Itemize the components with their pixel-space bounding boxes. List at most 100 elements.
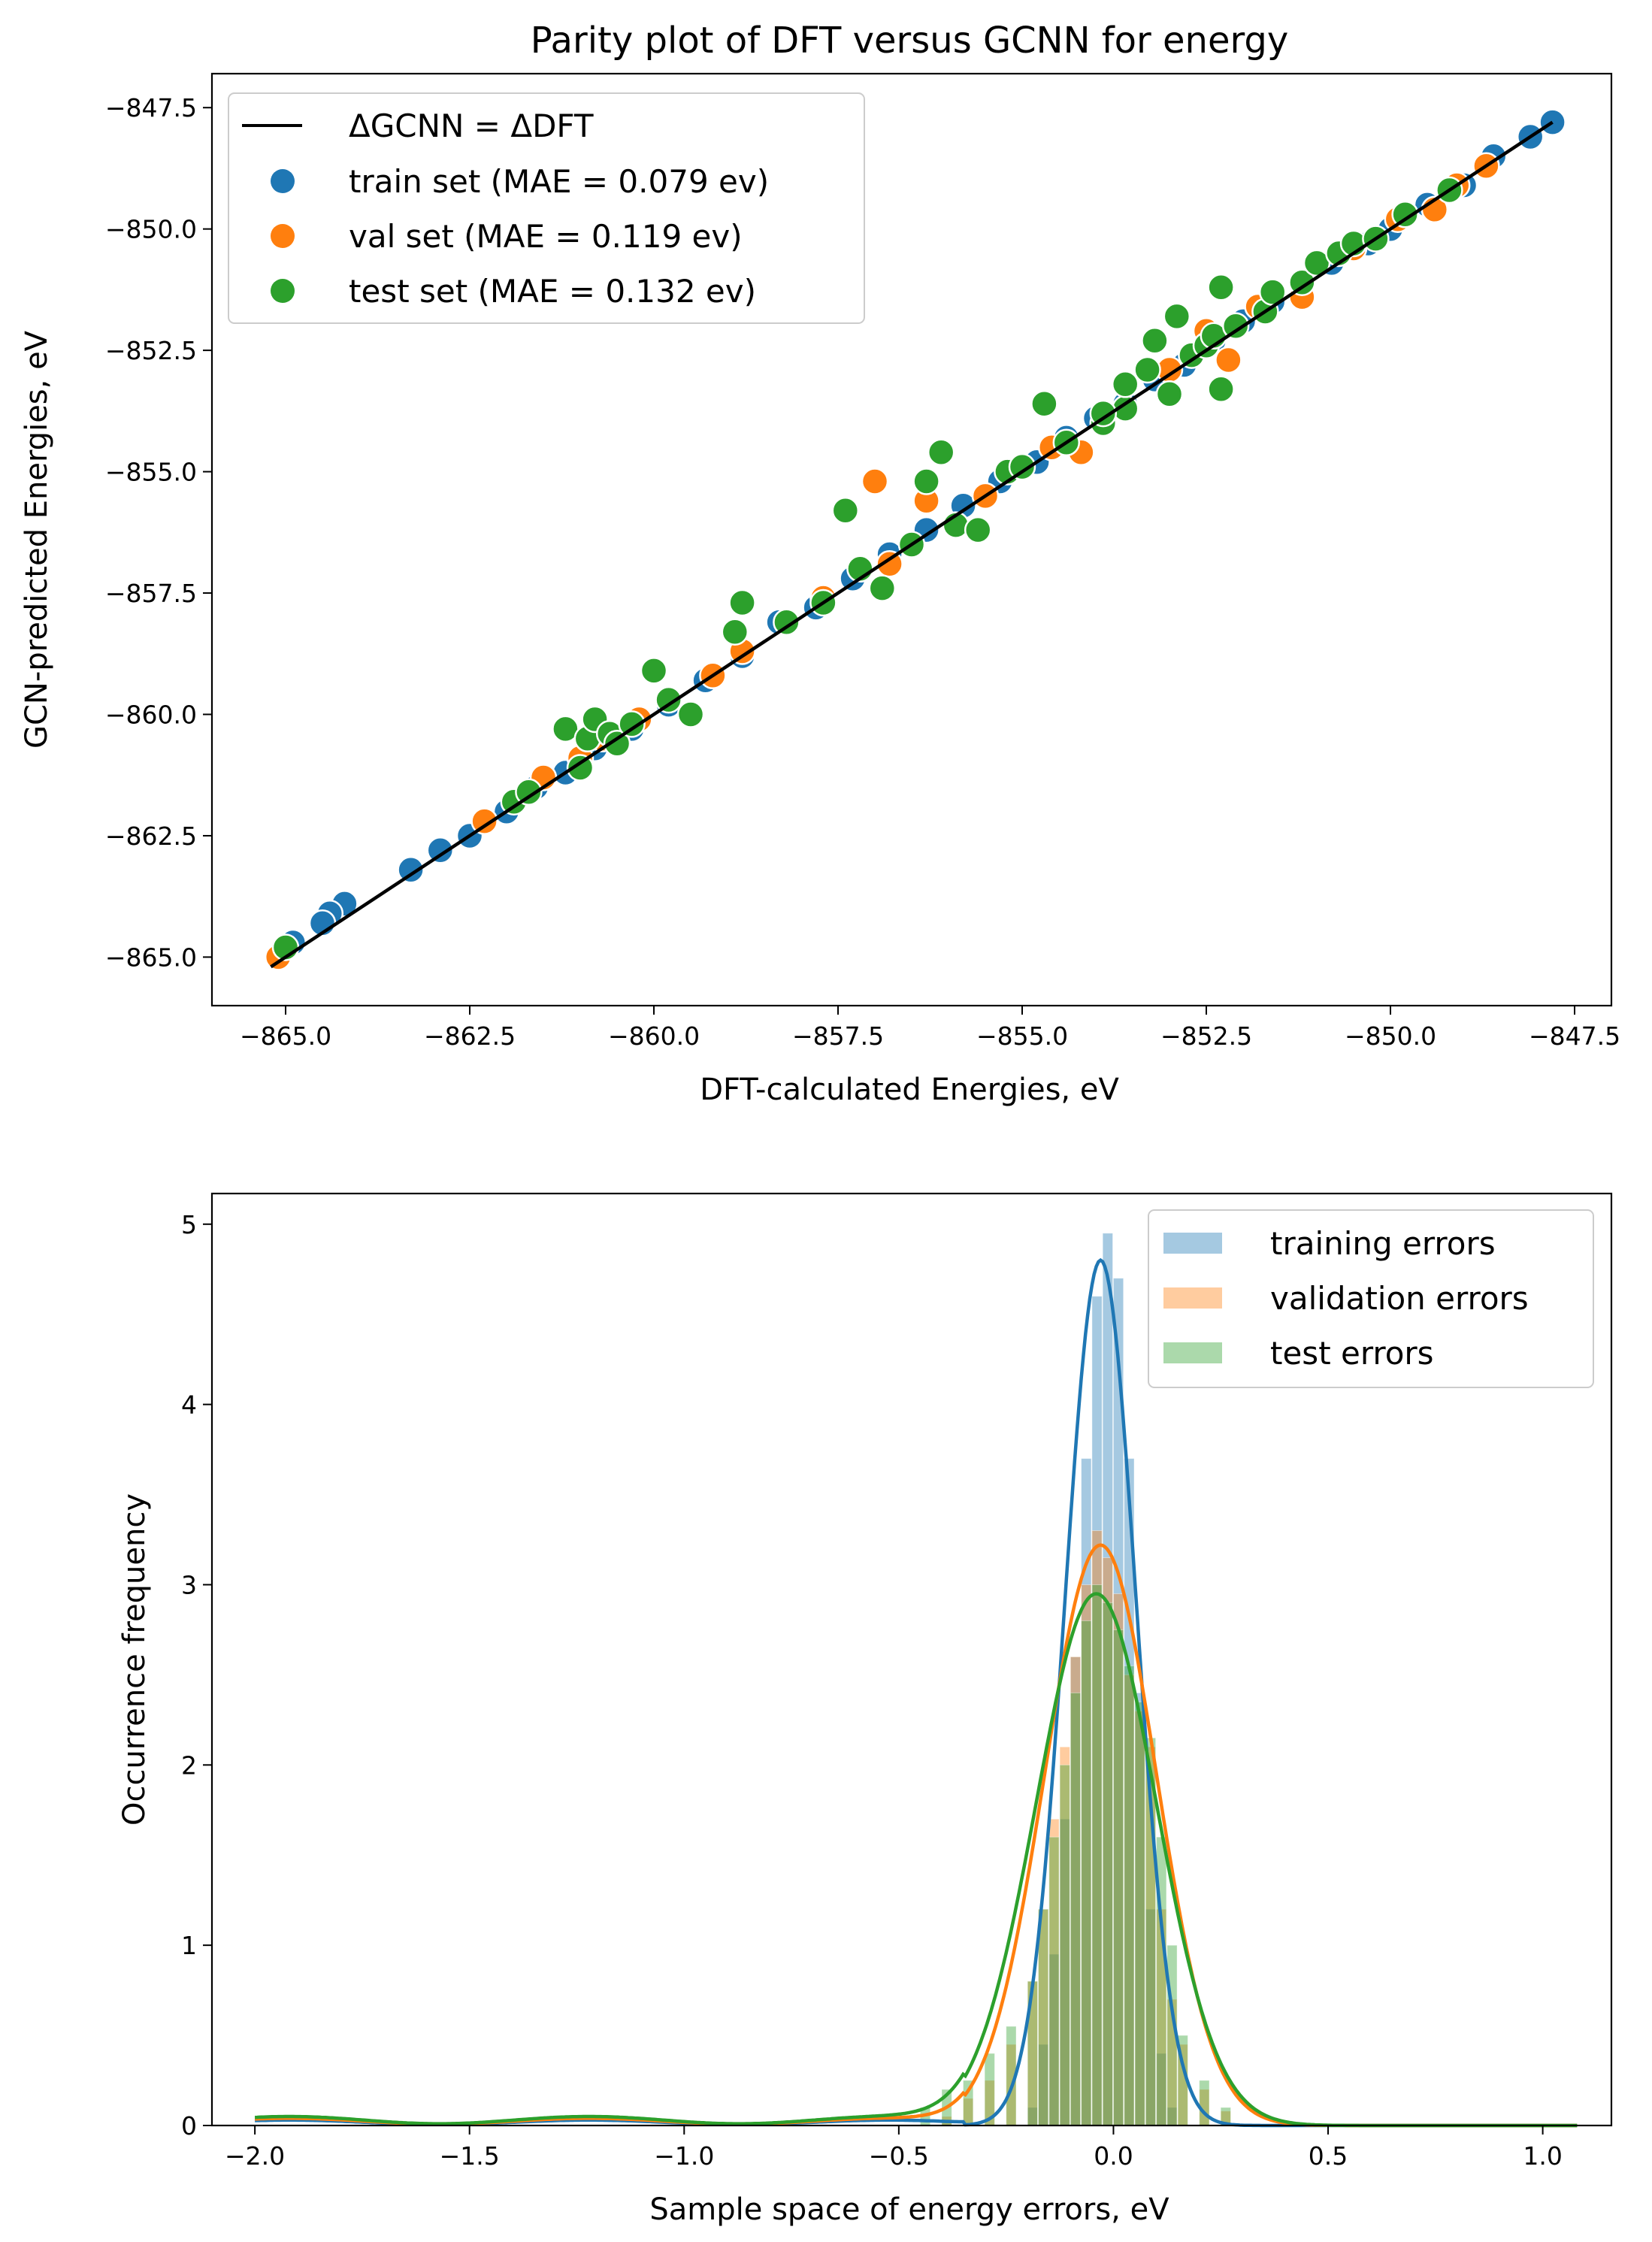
test-point <box>1391 201 1419 228</box>
parity-y-tick-label: −847.5 <box>105 93 197 123</box>
histogram-x-tick-label: 0.0 <box>1094 2141 1133 2171</box>
legend-train-marker <box>271 169 295 193</box>
histogram-y-tick-label: 2 <box>181 1750 197 1780</box>
test-point <box>515 778 543 806</box>
legend-training-label: training errors <box>1270 1225 1496 1262</box>
test-histogram-bar <box>1112 1629 1124 2126</box>
test-point <box>1008 452 1036 481</box>
test-point <box>1288 268 1316 296</box>
parity-x-tick-label: −855.0 <box>976 1021 1068 1051</box>
parity-legend-box <box>228 92 865 324</box>
histogram-legend-box <box>1148 1209 1594 1388</box>
legend-validation-swatch <box>1163 1287 1222 1309</box>
legend-training-swatch <box>1163 1233 1222 1254</box>
test-histogram-bar <box>1048 1836 1060 2126</box>
histogram-legend: training errors validation errors test e… <box>1148 1209 1594 1388</box>
test-point <box>1141 326 1169 355</box>
test-point <box>831 496 860 525</box>
histogram-frame <box>210 1192 1613 2127</box>
train-point <box>397 855 425 884</box>
test-point <box>1221 312 1250 340</box>
parity-y-tick-label: −860.0 <box>105 700 197 730</box>
legend-validation-label: validation errors <box>1270 1280 1529 1317</box>
test-point <box>1089 399 1118 428</box>
test-histogram-bar <box>1081 1620 1092 2126</box>
test-point <box>566 754 595 782</box>
test-point <box>773 608 800 637</box>
parity-y-ticks: −865.0 −862.5 −860.0 −857.5 −855.0 −852.5 −850… <box>105 93 212 972</box>
histogram-bars-layer <box>919 1233 1231 2126</box>
legend-test-label: test set (MAE = 0.132 ev) <box>349 273 756 310</box>
test-histogram-bar <box>1059 1764 1070 2126</box>
train-point <box>426 837 455 864</box>
histogram-y-tick-label: 3 <box>181 1570 197 1599</box>
legend-test-errors-label: test errors <box>1270 1335 1434 1372</box>
parity-x-axis-label: DFT-calculated Energies, eV <box>700 1073 1119 1107</box>
val-point <box>470 807 498 835</box>
error-histogram: −2.0 −1.5 −1.0 −0.5 0.0 0.5 1.0 0 1 2 3 4 5 Sample … <box>117 1192 1613 2227</box>
parity-plot-frame <box>210 72 1613 1007</box>
test-point <box>868 574 897 602</box>
test-point <box>676 700 705 728</box>
histogram-x-ticks: −2.0 −1.5 −1.0 −0.5 0.0 0.5 1.0 <box>225 2126 1563 2171</box>
test-point <box>912 467 940 495</box>
parity-x-tick-label: −857.5 <box>792 1021 884 1051</box>
histogram-y-tick-label: 5 <box>181 1210 197 1239</box>
parity-y-tick-label: −862.5 <box>105 821 197 851</box>
histogram-x-tick-label: −0.5 <box>869 2141 929 2171</box>
parity-x-tick-label: −865.0 <box>240 1021 331 1051</box>
test-point <box>927 438 955 467</box>
test-point <box>640 657 668 685</box>
parity-line <box>270 120 1554 969</box>
test-histogram-bar <box>1199 2080 1210 2126</box>
test-point <box>721 618 749 646</box>
test-point <box>618 710 646 738</box>
histogram-x-axis-label: Sample space of energy errors, eV <box>649 2192 1169 2227</box>
histogram-y-tick-label: 0 <box>181 2111 197 2141</box>
legend-train-label: train set (MAE = 0.079 ev) <box>349 163 769 200</box>
legend-parity-line-label: ΔGCNN = ΔDFT <box>349 107 594 144</box>
parity-points-layer <box>264 108 1566 971</box>
parity-x-tick-label: −852.5 <box>1160 1021 1252 1051</box>
parity-legend: ΔGCNN = ΔDFT train set (MAE = 0.079 ev) … <box>228 92 865 324</box>
legend-test-swatch <box>1163 1342 1222 1363</box>
test-histogram-bar <box>1091 1584 1103 2126</box>
test-histogram-bar <box>1070 1692 1082 2126</box>
histogram-x-tick-label: 0.5 <box>1309 2141 1348 2171</box>
legend-val-label: val set (MAE = 0.119 ev) <box>349 218 743 255</box>
histogram-y-axis-label: Occurrence frequency <box>117 1493 152 1826</box>
parity-x-tick-label: −850.0 <box>1345 1021 1436 1051</box>
parity-x-ticks: −865.0 −862.5 −860.0 −857.5 −855.0 −852.5 −850… <box>240 1006 1620 1051</box>
parity-y-tick-label: −865.0 <box>105 942 197 972</box>
val-point <box>1215 346 1242 374</box>
test-point <box>603 730 631 758</box>
test-point <box>1111 371 1139 398</box>
parity-plot: Parity plot of DFT versus GCNN for energ… <box>20 20 1620 1107</box>
parity-y-tick-label: −857.5 <box>105 579 197 608</box>
test-histogram-bar <box>1124 1665 1135 2126</box>
test-point <box>655 685 682 714</box>
parity-line-layer <box>270 120 1554 969</box>
histogram-x-tick-label: 1.0 <box>1523 2141 1562 2171</box>
histogram-x-tick-label: −1.5 <box>440 2141 500 2171</box>
histogram-y-ticks: 0 1 2 3 4 5 <box>181 1210 212 2141</box>
test-histogram-bar <box>1102 1602 1113 2126</box>
test-point <box>728 588 756 617</box>
parity-plot-title: Parity plot of DFT versus GCNN for energ… <box>531 20 1289 62</box>
parity-y-axis-label: GCN-predicted Energies, eV <box>20 330 54 749</box>
legend-test-marker <box>271 279 295 303</box>
test-point <box>1155 380 1184 408</box>
val-point <box>861 467 889 495</box>
parity-x-tick-label: −862.5 <box>424 1021 516 1051</box>
parity-x-tick-label: −847.5 <box>1529 1021 1620 1051</box>
test-point <box>1207 273 1235 301</box>
histogram-y-tick-label: 4 <box>181 1390 197 1420</box>
test-point <box>1030 389 1058 418</box>
test-histogram-bar <box>1134 1701 1145 2126</box>
histogram-y-tick-label: 1 <box>181 1931 197 1960</box>
test-point <box>1163 302 1191 331</box>
parity-y-tick-label: −850.0 <box>105 215 197 244</box>
parity-x-tick-label: −860.0 <box>608 1021 700 1051</box>
